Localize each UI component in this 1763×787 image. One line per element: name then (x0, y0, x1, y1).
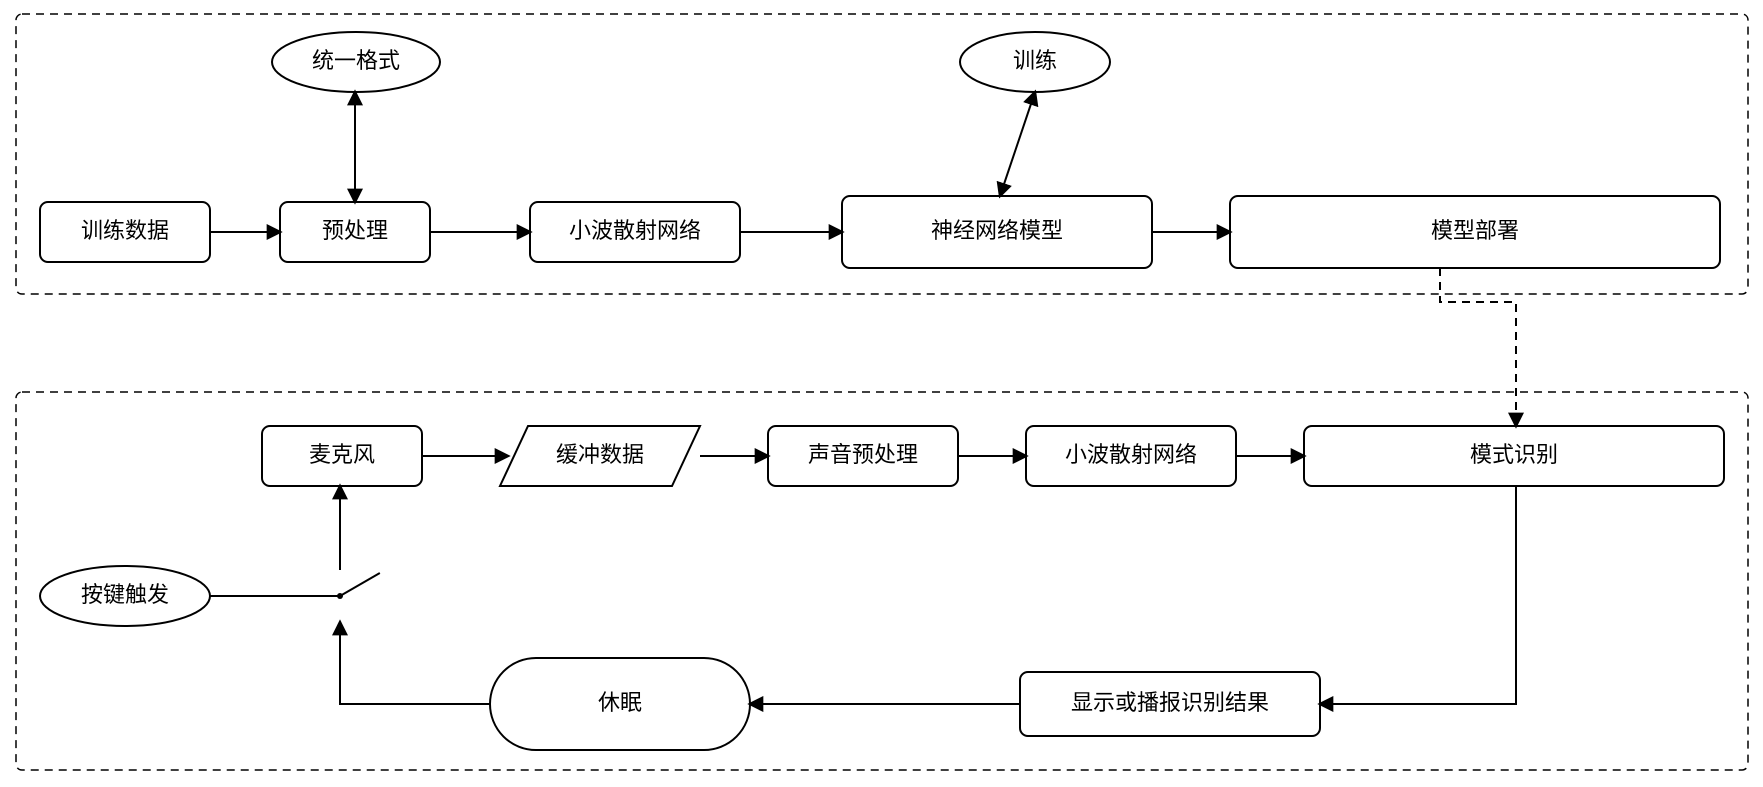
node-train-data: 训练数据 (40, 202, 210, 262)
node-label-mic: 麦克风 (309, 442, 375, 467)
node-label-audio-pre: 声音预处理 (808, 442, 918, 467)
node-preprocess: 预处理 (280, 202, 430, 262)
node-label-key-trigger: 按键触发 (81, 582, 169, 607)
node-label-format: 统一格式 (312, 48, 400, 73)
node-wavelet2: 小波散射网络 (1026, 426, 1236, 486)
switch-lever (340, 573, 380, 596)
node-label-deploy: 模型部署 (1431, 218, 1519, 243)
node-label-display: 显示或播报识别结果 (1071, 690, 1269, 715)
node-label-wavelet1: 小波散射网络 (569, 218, 701, 243)
node-wavelet1: 小波散射网络 (530, 202, 740, 262)
node-label-recognize: 模式识别 (1470, 442, 1558, 467)
node-display: 显示或播报识别结果 (1020, 672, 1320, 736)
node-sleep: 休眠 (490, 658, 750, 750)
node-buffer: 缓冲数据 (500, 426, 700, 486)
node-label-wavelet2: 小波散射网络 (1065, 442, 1197, 467)
node-label-train-data: 训练数据 (81, 218, 169, 243)
node-format: 统一格式 (272, 32, 440, 92)
node-deploy: 模型部署 (1230, 196, 1720, 268)
node-mic: 麦克风 (262, 426, 422, 486)
node-key-trigger: 按键触发 (40, 566, 210, 626)
node-audio-pre: 声音预处理 (768, 426, 958, 486)
edge-nn-model-train (1000, 92, 1035, 196)
node-label-train: 训练 (1013, 48, 1057, 73)
edge-deploy-recognize (1440, 268, 1516, 426)
node-label-sleep: 休眠 (598, 690, 642, 715)
edge-sleep-switch (340, 622, 490, 704)
node-label-nn-model: 神经网络模型 (931, 218, 1063, 243)
node-recognize: 模式识别 (1304, 426, 1724, 486)
edge-recognize-display (1320, 486, 1516, 704)
node-label-preprocess: 预处理 (322, 218, 388, 243)
node-nn-model: 神经网络模型 (842, 196, 1152, 268)
node-train: 训练 (960, 32, 1110, 92)
node-label-buffer: 缓冲数据 (556, 442, 644, 467)
